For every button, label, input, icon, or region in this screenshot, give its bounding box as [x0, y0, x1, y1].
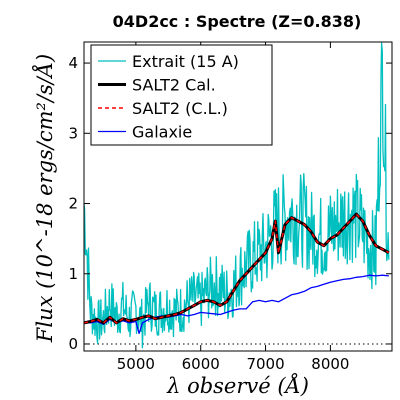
series-line-3	[84, 274, 389, 335]
series-line-2	[83, 213, 390, 324]
chart-title: 04D2cc : Spectre (Z=0.838)	[113, 12, 362, 31]
legend-label: SALT2 (C.L.)	[132, 99, 228, 118]
x-tick-label: 6000	[182, 355, 220, 373]
x-tick-label: 5000	[117, 355, 155, 373]
x-tick-label: 7000	[246, 355, 284, 373]
plot-area	[83, 42, 392, 349]
y-tick-label: 3	[68, 124, 78, 142]
legend-label: Extrait (15 A)	[132, 52, 239, 71]
y-axis-label: Flux (10^-18 ergs/cm²/s/Å)	[32, 54, 57, 343]
y-tick-label: 0	[68, 335, 78, 353]
x-axis: 5000 6000 7000 8000	[117, 42, 349, 373]
legend-label: SALT2 Cal.	[132, 76, 216, 95]
legend: Extrait (15 A) SALT2 Cal. SALT2 (C.L.) Gala…	[90, 44, 273, 146]
series-line-0	[83, 42, 390, 349]
y-tick-label: 4	[68, 54, 78, 72]
y-axis: 0 1 2 3 4	[68, 54, 392, 353]
legend-label: Galaxie	[132, 123, 192, 142]
legend-box	[90, 44, 273, 146]
x-axis-label: λ observé (Å)	[166, 373, 309, 398]
y-tick-label: 1	[68, 265, 78, 283]
plot-frame	[83, 41, 393, 352]
y-tick-label: 2	[68, 195, 78, 213]
x-tick-label: 8000	[311, 355, 349, 373]
